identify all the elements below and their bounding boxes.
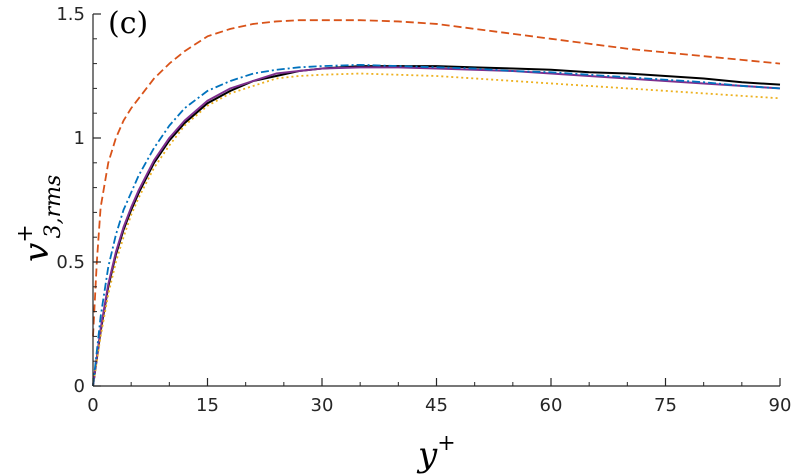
x-tick-label: 90 xyxy=(769,395,792,416)
axes-layer: 0 15 30 45 60 75 90 0 0.5 1 1.5 xyxy=(56,4,791,416)
x-axis-label: y+ xyxy=(416,431,456,475)
x-tick-label: 75 xyxy=(654,395,677,416)
labels-layer: (c) y+ v+ 3,rms xyxy=(13,6,456,475)
y-tick-label: 1 xyxy=(74,128,85,149)
y-axis-label-sup: + xyxy=(13,224,38,242)
x-tick-label: 45 xyxy=(425,395,448,416)
series-line-1 xyxy=(92,65,781,387)
x-tick-label: 60 xyxy=(540,395,563,416)
series-layer xyxy=(92,19,781,387)
y-axis-label-base: v xyxy=(17,243,57,262)
y-axis-label: v+ 3,rms xyxy=(13,175,66,262)
x-tick-label: 30 xyxy=(311,395,334,416)
y-axis-label-sub: 3,rms xyxy=(41,175,66,239)
panel-label: (c) xyxy=(108,6,148,41)
series-line-4 xyxy=(92,63,781,387)
x-tick-label: 15 xyxy=(196,395,219,416)
x-tick-label: 0 xyxy=(87,395,98,416)
x-axis-label-sup: + xyxy=(437,431,455,456)
series-line-5 xyxy=(92,19,781,337)
y-tick-label: 0.5 xyxy=(56,252,85,273)
series-line-3 xyxy=(92,72,781,387)
y-tick-label: 1.5 xyxy=(56,4,85,25)
x-axis-label-base: y xyxy=(416,435,438,475)
y-tick-label: 0 xyxy=(74,376,85,397)
series-line-2 xyxy=(92,66,781,387)
